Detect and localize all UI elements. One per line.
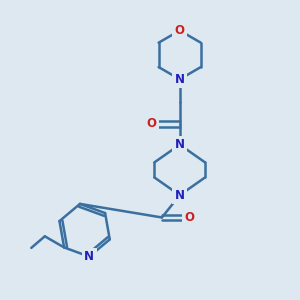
Text: O: O (185, 211, 195, 224)
Text: N: N (175, 189, 185, 202)
Text: N: N (84, 250, 94, 263)
Text: N: N (175, 73, 185, 86)
Text: O: O (175, 24, 185, 37)
Text: N: N (175, 138, 185, 151)
Text: O: O (147, 117, 157, 130)
